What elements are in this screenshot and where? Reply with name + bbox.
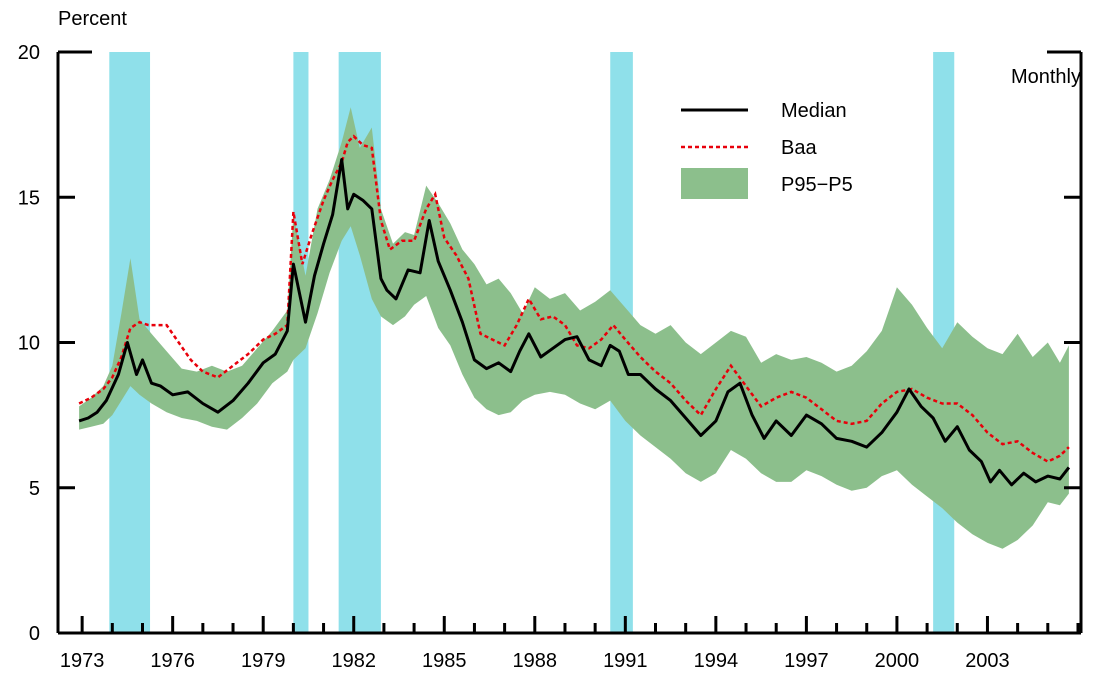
x-tick-label-3: 1982 <box>331 650 376 672</box>
x-tick-label-1: 1976 <box>150 650 195 672</box>
y-axis-unit-label: Percent <box>58 8 127 30</box>
x-tick-label-2: 1979 <box>241 650 286 672</box>
series-line-baa <box>78 134 1070 464</box>
recession-shading-layer <box>109 52 955 633</box>
legend-median-label: Median <box>781 100 847 122</box>
legend-band-label: P95−P5 <box>781 174 853 196</box>
line-layer <box>78 134 1071 487</box>
x-tick-label-10: 2003 <box>965 650 1010 672</box>
y-tick-label-1: 5 <box>29 478 40 500</box>
legend-baa-label: Baa <box>781 137 817 159</box>
y-tick-label-3: 15 <box>18 187 40 209</box>
x-tick-label-8: 1997 <box>784 650 829 672</box>
x-tick-label-0: 1973 <box>60 650 105 672</box>
series-band-p95-p5 <box>79 107 1069 549</box>
x-tick-label-4: 1985 <box>422 650 467 672</box>
x-tick-label-9: 2000 <box>875 650 920 672</box>
band-layer <box>79 107 1069 549</box>
x-tick-label-6: 1991 <box>603 650 648 672</box>
frequency-label: Monthly <box>1011 66 1081 88</box>
x-tick-label-7: 1994 <box>694 650 739 672</box>
legend: Median Baa P95−P5 <box>681 100 853 199</box>
y-tick-label-0: 0 <box>29 623 40 645</box>
legend-band-swatch <box>681 168 748 199</box>
x-tick-label-5: 1988 <box>513 650 558 672</box>
axis-layer: 0 5 10 15 20 1973 1976 1979 1982 1985 1988 1991 1994… <box>18 42 1083 672</box>
y-tick-label-2: 10 <box>18 333 40 355</box>
y-tick-label-4: 20 <box>18 42 40 64</box>
series-line-median <box>78 158 1071 487</box>
